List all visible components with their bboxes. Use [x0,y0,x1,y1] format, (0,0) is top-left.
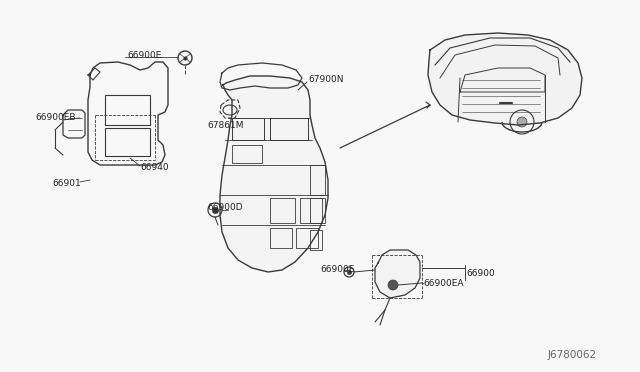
Bar [105,128,150,156]
Bar [310,165,325,195]
Bar [232,145,262,163]
Bar [310,230,322,250]
Bar [270,118,308,140]
Text: 67900N: 67900N [308,76,344,84]
Text: 66900EA: 66900EA [423,279,463,289]
Text: 66900E: 66900E [127,51,161,61]
Bar [232,118,264,140]
Text: 66900E: 66900E [320,266,355,275]
Bar [105,95,150,125]
Text: 66900D: 66900D [207,202,243,212]
Bar [270,198,295,223]
Bar [310,198,325,223]
Text: 66901: 66901 [52,179,81,187]
Polygon shape [375,250,420,298]
Circle shape [388,280,398,290]
Text: 66900: 66900 [466,269,495,278]
Text: 67861M: 67861M [207,122,243,131]
Text: 66940: 66940 [140,164,168,173]
Polygon shape [220,76,328,272]
Bar [300,198,322,223]
Bar [296,228,318,248]
Text: J6780062: J6780062 [548,350,597,360]
Polygon shape [428,33,582,125]
Text: 66900EB: 66900EB [35,113,76,122]
Bar [270,228,292,248]
Circle shape [517,117,527,127]
